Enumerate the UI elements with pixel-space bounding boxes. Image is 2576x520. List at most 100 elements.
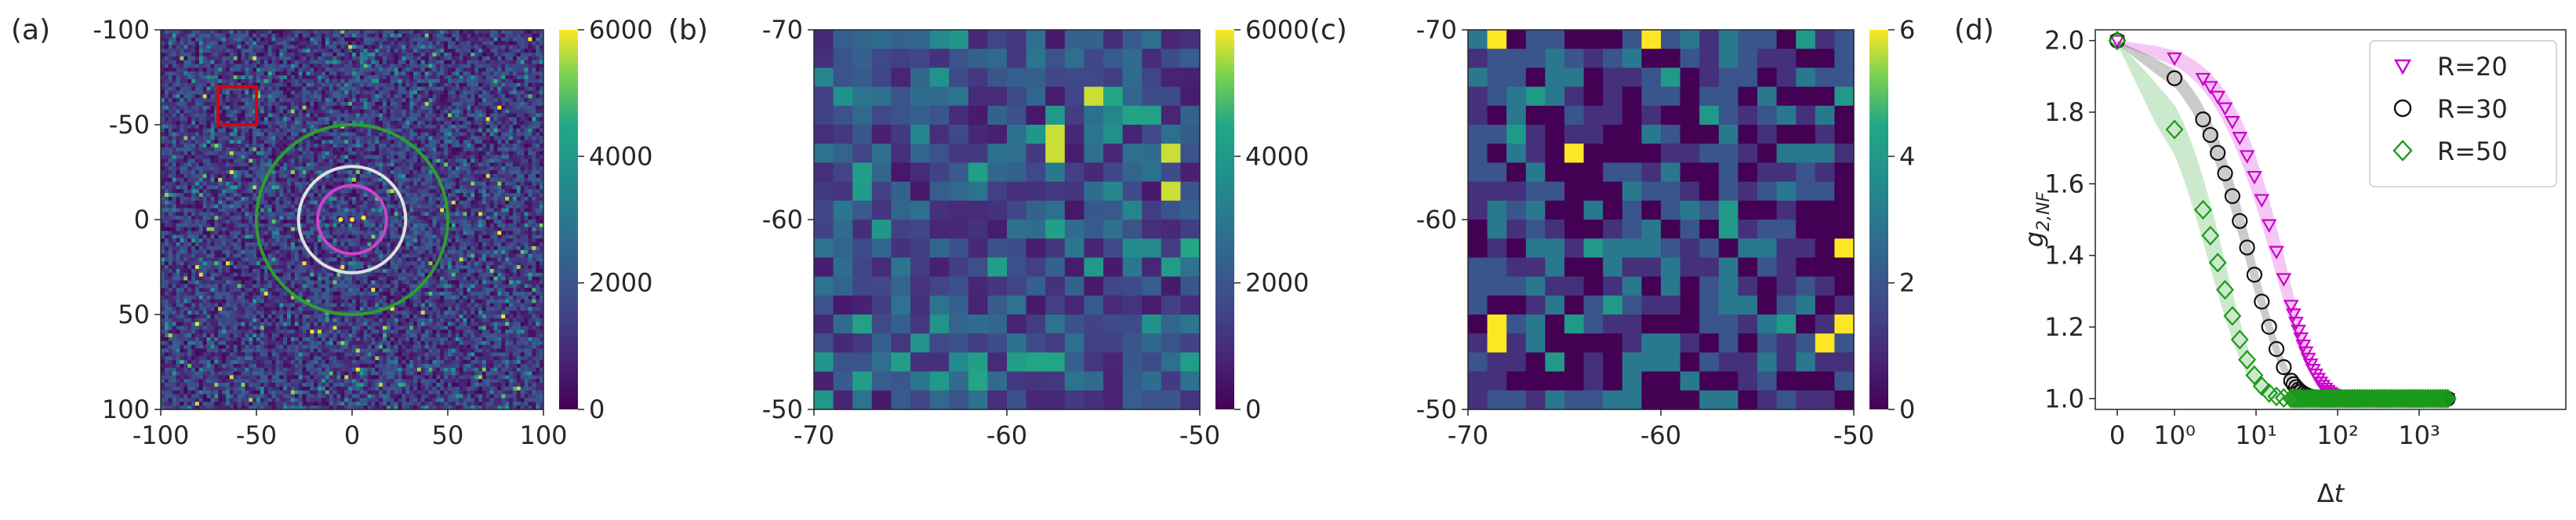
- heatmap-cell: [463, 140, 467, 144]
- heatmap-cell: [375, 144, 380, 148]
- heatmap-cell: [245, 196, 249, 202]
- heatmap-cell: [448, 60, 452, 65]
- heatmap-cell: [493, 105, 499, 111]
- heatmap-cell: [371, 45, 376, 49]
- panel-label-d: (d): [1954, 14, 1994, 46]
- heatmap-cell: [463, 101, 467, 107]
- heatmap-cell: [394, 71, 399, 76]
- heatmap-cell: [478, 155, 483, 160]
- heatmap-cell: [367, 60, 372, 65]
- heatmap-cell: [161, 173, 165, 179]
- heatmap-cell: [359, 170, 365, 175]
- heatmap-cell: [222, 105, 227, 111]
- heatmap-cell: [497, 113, 502, 118]
- heatmap-cell: [536, 86, 540, 92]
- heatmap-cell: [283, 60, 288, 65]
- heatmap-cell: [225, 109, 231, 115]
- heatmap-cell: [405, 45, 410, 49]
- heatmap-cell: [206, 71, 212, 76]
- heatmap-cell: [225, 30, 231, 35]
- heatmap-cell: [375, 33, 380, 38]
- heatmap-cell: [237, 105, 242, 111]
- heatmap-cell: [279, 185, 284, 190]
- heatmap-cell: [202, 98, 208, 103]
- heatmap-cell: [379, 78, 383, 84]
- heatmap-cell: [359, 173, 365, 179]
- heatmap-cell: [512, 212, 518, 216]
- heatmap-cell: [206, 78, 212, 84]
- heatmap-cell: [409, 49, 414, 53]
- heatmap-cell: [187, 204, 192, 209]
- heatmap-cell: [225, 98, 231, 103]
- heatmap-cell: [260, 101, 265, 107]
- heatmap-cell: [451, 173, 456, 179]
- heatmap-cell: [194, 155, 200, 160]
- heatmap-cell: [436, 121, 441, 125]
- heatmap-cell: [509, 177, 514, 183]
- heatmap-cell: [367, 155, 372, 160]
- heatmap-cell: [505, 173, 510, 179]
- heatmap-cell: [413, 45, 418, 49]
- heatmap-cell: [540, 113, 544, 118]
- heatmap-cell: [398, 170, 403, 175]
- heatmap-cell: [505, 67, 510, 72]
- heatmap-cell: [420, 144, 426, 148]
- heatmap-cell: [501, 200, 506, 205]
- heatmap-cell: [401, 181, 406, 187]
- heatmap-cell: [463, 94, 467, 99]
- heatmap-cell: [267, 140, 273, 144]
- heatmap-cell: [263, 181, 269, 187]
- heatmap-cell: [386, 208, 391, 213]
- heatmap-cell: [344, 109, 349, 115]
- heatmap-cell: [302, 212, 307, 216]
- heatmap-cell: [536, 109, 540, 115]
- heatmap-cell: [501, 60, 506, 65]
- heatmap-cell: [249, 78, 253, 84]
- heatmap-cell: [206, 170, 212, 175]
- heatmap-cell: [367, 208, 372, 213]
- heatmap-cell: [352, 125, 357, 129]
- heatmap-cell: [249, 181, 253, 187]
- heatmap-cell: [310, 128, 314, 133]
- heatmap-cell: [401, 185, 406, 190]
- heatmap-cell: [187, 173, 192, 179]
- heatmap-cell: [172, 45, 177, 49]
- heatmap-cell: [275, 212, 280, 216]
- heatmap-cell: [352, 78, 357, 84]
- heatmap-cell: [405, 53, 410, 57]
- heatmap-cell: [398, 98, 403, 103]
- heatmap-cell: [520, 82, 525, 88]
- heatmap-cell: [463, 41, 467, 45]
- heatmap-cell: [310, 147, 314, 152]
- heatmap-cell: [467, 60, 471, 65]
- heatmap-cell: [481, 185, 487, 190]
- heatmap-cell: [210, 212, 215, 216]
- heatmap-cell: [359, 147, 365, 152]
- heatmap-cell: [375, 208, 380, 213]
- heatmap-cell: [448, 90, 452, 95]
- heatmap-cell: [176, 37, 180, 42]
- heatmap-cell: [314, 117, 318, 122]
- heatmap-cell: [416, 64, 422, 68]
- heatmap-cell: [241, 105, 245, 111]
- heatmap-cell: [416, 170, 422, 175]
- heatmap-cell: [448, 162, 452, 167]
- heatmap-cell: [428, 216, 434, 220]
- heatmap-cell: [172, 166, 177, 171]
- heatmap-cell: [161, 33, 165, 38]
- heatmap-cell: [501, 189, 506, 194]
- heatmap-cell: [436, 158, 441, 163]
- heatmap-cell: [448, 196, 452, 202]
- heatmap-cell: [390, 136, 395, 140]
- heatmap-cell: [306, 117, 311, 122]
- heatmap-cell: [348, 189, 353, 194]
- heatmap-cell: [420, 41, 426, 45]
- heatmap-cell: [405, 177, 410, 183]
- heatmap-cell: [294, 53, 300, 57]
- heatmap-cell: [194, 101, 200, 107]
- heatmap-cell: [505, 181, 510, 187]
- heatmap-cell: [194, 30, 200, 35]
- heatmap-cell: [459, 90, 464, 95]
- heatmap-cell: [214, 155, 219, 160]
- heatmap-cell: [314, 136, 318, 140]
